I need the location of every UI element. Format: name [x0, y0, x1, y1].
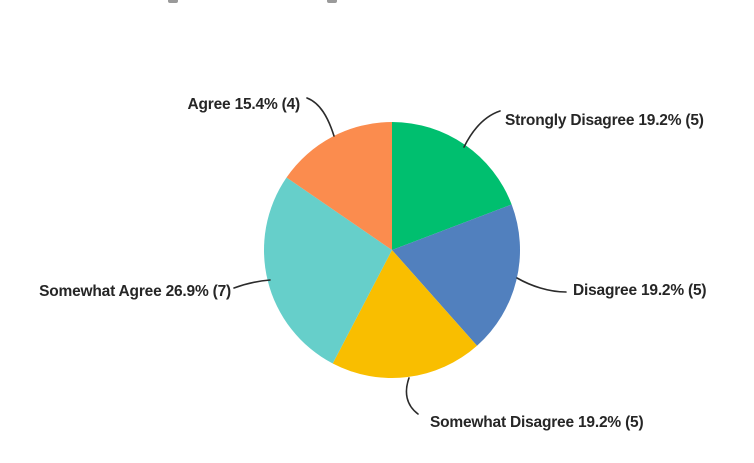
leader-line-strongly-disagree	[463, 110, 501, 148]
slice-label-somewhat-agree: Somewhat Agree 26.9% (7)	[39, 283, 231, 300]
pie-slice-strongly-disagree	[392, 122, 512, 250]
slice-label-agree: Agree 15.4% (4)	[187, 96, 301, 113]
slice-label-somewhat-disagree: Somewhat Disagree 19.2% (5)	[430, 414, 644, 431]
pie-slice-agree	[286, 121, 392, 250]
clipped-title-fragment	[327, 0, 337, 3]
pie-slice-somewhat-disagree	[332, 250, 478, 379]
slice-label-disagree: Disagree 19.2% (5)	[573, 282, 707, 299]
clipped-title-fragment	[168, 0, 178, 3]
pie-slice-disagree	[392, 204, 521, 346]
slice-label-strongly-disagree: Strongly Disagree 19.2% (5)	[505, 112, 704, 129]
leader-line-disagree	[516, 277, 567, 293]
leader-line-somewhat-disagree	[405, 377, 419, 415]
leader-line-somewhat-agree	[233, 279, 271, 289]
pie-slice-somewhat-agree	[263, 177, 392, 364]
leader-line-agree	[306, 97, 335, 137]
